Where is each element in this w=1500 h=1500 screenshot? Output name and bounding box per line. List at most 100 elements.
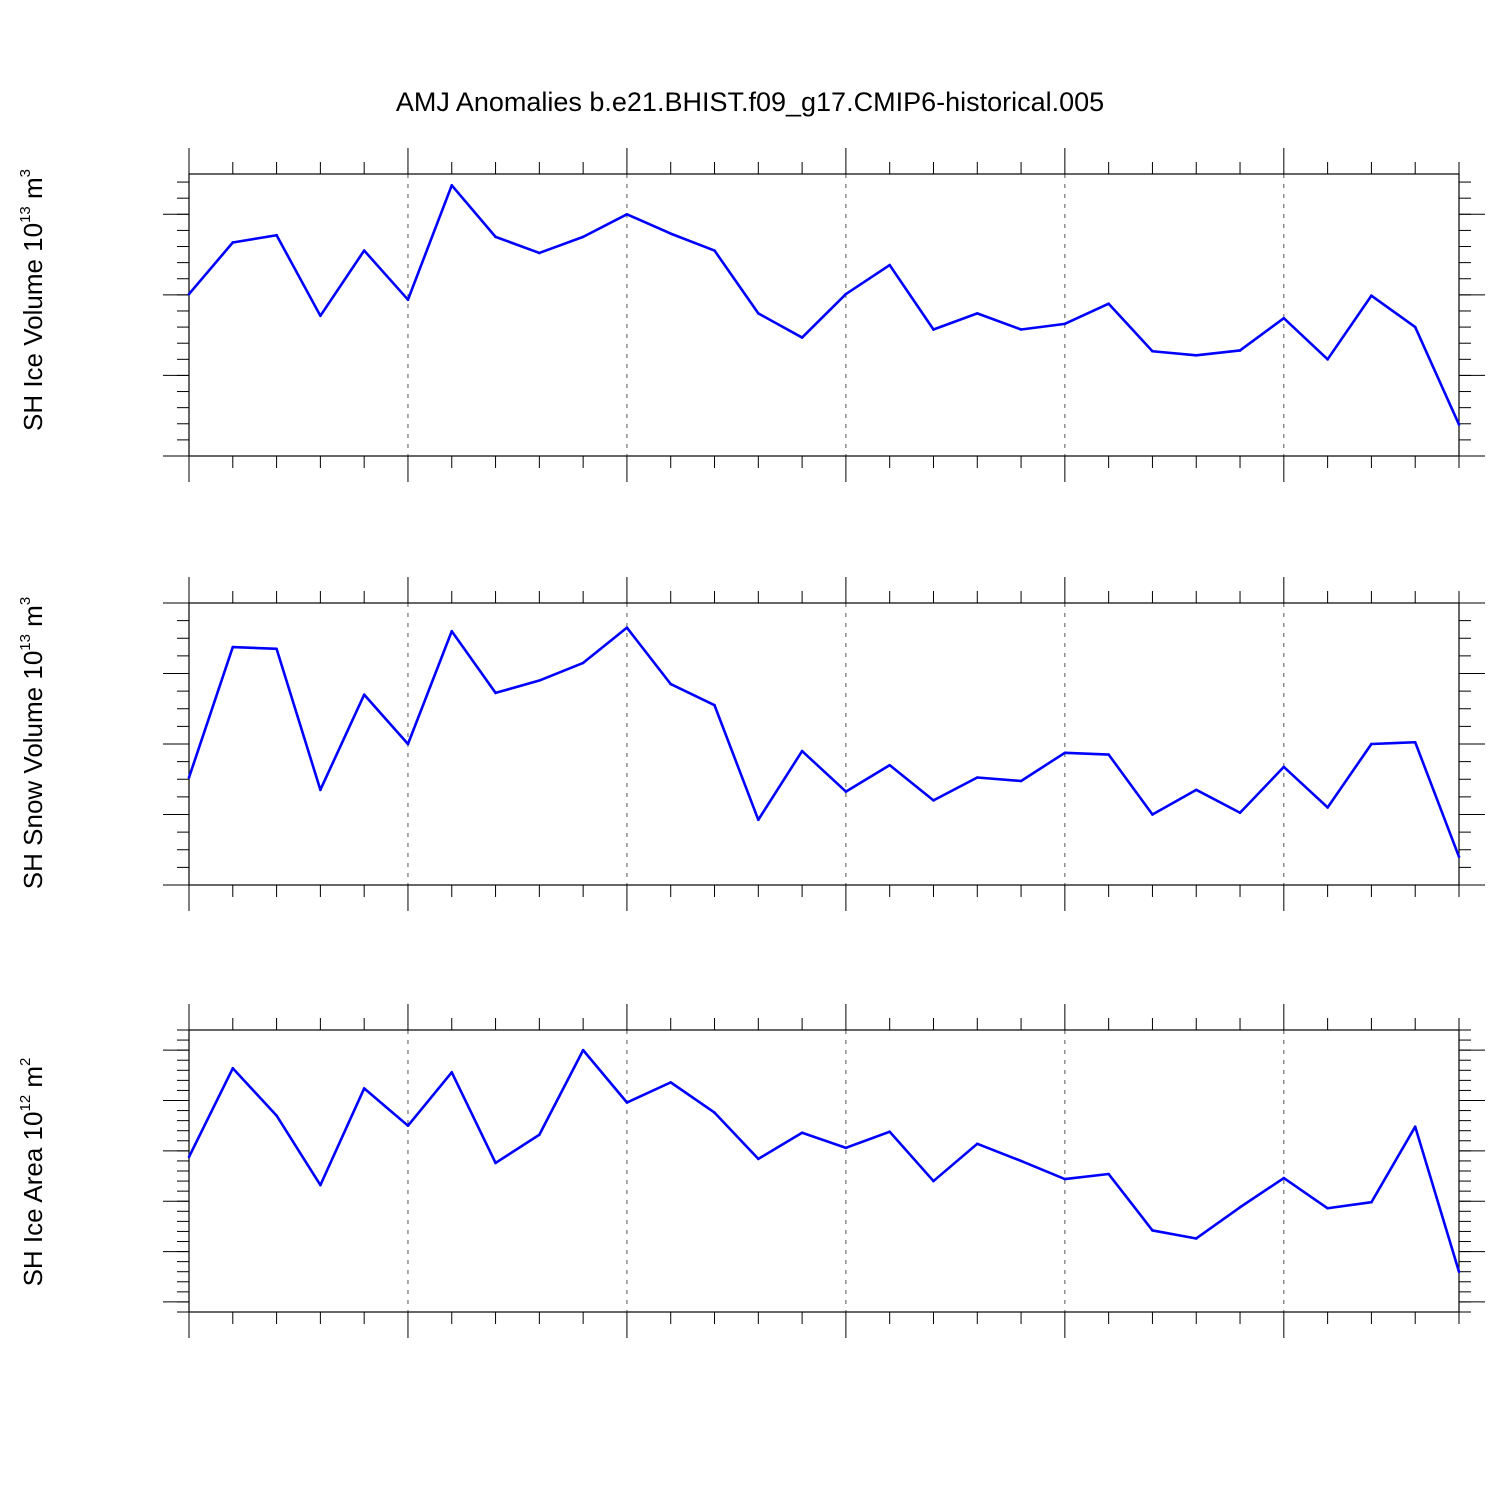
data-point [625,1101,629,1104]
data-point [319,314,322,318]
data-point [1370,1200,1373,1204]
plot-frame [188,173,1460,457]
data-point [800,1131,804,1135]
data-point [800,336,804,339]
data-point [231,1066,235,1070]
data-point [1413,740,1417,744]
data-point [713,1111,716,1114]
data-point [888,763,891,767]
data-point [1282,1176,1286,1180]
data-point [1457,1270,1461,1274]
data-point [975,312,979,315]
data-point [494,1161,497,1165]
data-point [275,647,278,651]
data-point [187,292,191,296]
data-point [713,249,716,252]
data-point [625,626,629,629]
data-point [450,1071,454,1074]
data-point [275,233,278,237]
data-point [1107,1172,1110,1176]
data-point [757,1157,760,1161]
data-point [1063,751,1067,755]
data-point [494,235,497,239]
data-point [1457,423,1461,426]
data-point [1238,349,1242,352]
data-point [888,263,891,267]
data-point [538,251,541,255]
y-axis-label: SH Ice Volume 1013 m3 [17,169,48,431]
data-point [800,749,804,753]
data-point [844,292,848,296]
data-point [1370,294,1373,297]
data-point [362,1087,366,1090]
series-line [187,626,1461,858]
data-point [581,1048,585,1052]
chart-panel-1: SH Ice Volume 1013 m3 [17,148,1485,482]
y-axis-label-unit-exponent: 2 [17,1058,34,1066]
data-point [669,682,673,686]
y-axis-label-unit-exponent: 3 [17,597,34,605]
data-point [406,1124,410,1127]
data-point [319,1183,322,1187]
data-point [1326,1206,1329,1210]
y-axis-label-exponent: 13 [17,634,34,651]
data-point [932,799,935,802]
data-point [932,1179,935,1183]
data-point [844,790,848,793]
y-axis-label-unit: m [18,605,48,634]
data-point [538,679,541,682]
data-point [538,1133,541,1137]
data-point [187,1155,191,1159]
data-point [1457,855,1461,859]
data-point [1151,349,1154,353]
data-point [625,212,629,216]
data-point [1282,316,1286,320]
chart-panel-3: SH Ice Area 1012 m2 [17,1004,1485,1338]
y-axis-label-exponent: 12 [17,1095,34,1112]
data-point [669,1081,673,1084]
data-point [1194,1237,1198,1240]
y-axis-label-text: SH Snow Volume 10 [18,651,48,889]
y-axis-label-text: SH Ice Area 10 [18,1112,48,1287]
data-point [1019,328,1023,331]
data-point [494,691,497,695]
data-point [362,249,366,252]
data-point [1326,806,1329,809]
data-point [1413,1125,1417,1128]
series-line [187,1048,1461,1273]
data-point [1413,325,1417,329]
series-line [188,183,1461,426]
data-point [1194,353,1198,357]
y-axis-label-unit-exponent: 3 [17,169,34,177]
data-point [1370,742,1373,746]
data-point [1282,765,1286,769]
data-point [275,1114,278,1117]
data-point [581,661,585,665]
data-point [669,232,673,235]
data-point [231,241,235,244]
data-point [757,312,760,315]
data-point [1326,358,1329,361]
data-point [1019,779,1023,783]
data-point [1238,1205,1242,1209]
data-point [362,693,366,696]
data-point [231,645,235,649]
chart-panel-2: SH Snow Volume 1013 m3 [17,577,1485,911]
data-point [1194,788,1198,792]
y-axis-label-unit: m [18,1066,48,1095]
y-axis-label: SH Snow Volume 1013 m3 [17,597,48,889]
data-point [1107,302,1110,306]
y-axis-label-unit: m [18,177,48,206]
data-point [1019,1159,1023,1163]
data-point [932,328,935,331]
y-axis-label-text: SH Ice Volume 10 [18,223,48,431]
data-point [757,818,760,822]
data-point [406,298,410,301]
data-point [975,1142,979,1146]
data-point [713,703,716,707]
data-point [1151,1229,1154,1232]
data-point [406,742,410,746]
